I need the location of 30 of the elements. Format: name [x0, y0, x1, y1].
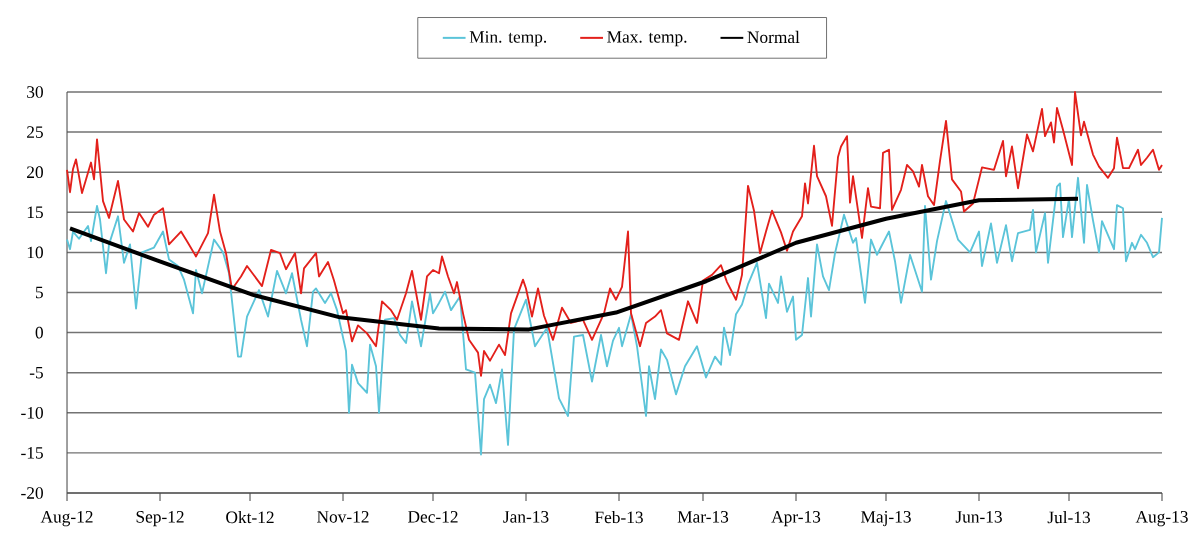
x-tick-label: Mar-13: [677, 511, 729, 523]
x-tick-label: Maj-13: [860, 511, 911, 527]
x-tick-label: Jun-13: [955, 511, 1002, 523]
line-series: [66, 176, 1163, 456]
y-tick-label: 0: [35, 326, 43, 339]
x-tick-label: Apr-13: [771, 511, 821, 527]
y-tick-label: -10: [21, 406, 43, 419]
y-tick-label: -15: [21, 447, 43, 459]
x-tick-label: Aug-12: [40, 511, 93, 527]
x-tick-label: Feb-13: [594, 511, 643, 524]
y-tick-label: -20: [21, 487, 43, 499]
y-tick-label: -5: [29, 366, 43, 379]
line-series: [68, 196, 1080, 332]
y-tick-label: 30: [27, 86, 43, 98]
x-tick-label: Jul-13: [1047, 511, 1090, 524]
x-tick-label: Dec-12: [408, 511, 458, 523]
y-tick-label: 15: [27, 206, 43, 219]
x-tick-label: Sep-12: [136, 511, 184, 527]
legend-label: Max. temp.: [607, 31, 687, 47]
line-series: [66, 91, 1163, 377]
x-tick-label: Aug-13: [1135, 511, 1188, 527]
y-tick-label: 5: [35, 286, 43, 299]
y-tick-label: 25: [27, 126, 43, 138]
y-tick-label: 20: [27, 166, 43, 179]
y-tick-label: 10: [27, 246, 43, 259]
x-tick-label: Nov-12: [317, 511, 369, 523]
legend-label: Normal: [747, 30, 800, 44]
x-tick-label: Jan-13: [503, 511, 549, 523]
legend-label: Min. temp.: [469, 31, 547, 47]
x-tick-label: Okt-12: [226, 511, 274, 524]
